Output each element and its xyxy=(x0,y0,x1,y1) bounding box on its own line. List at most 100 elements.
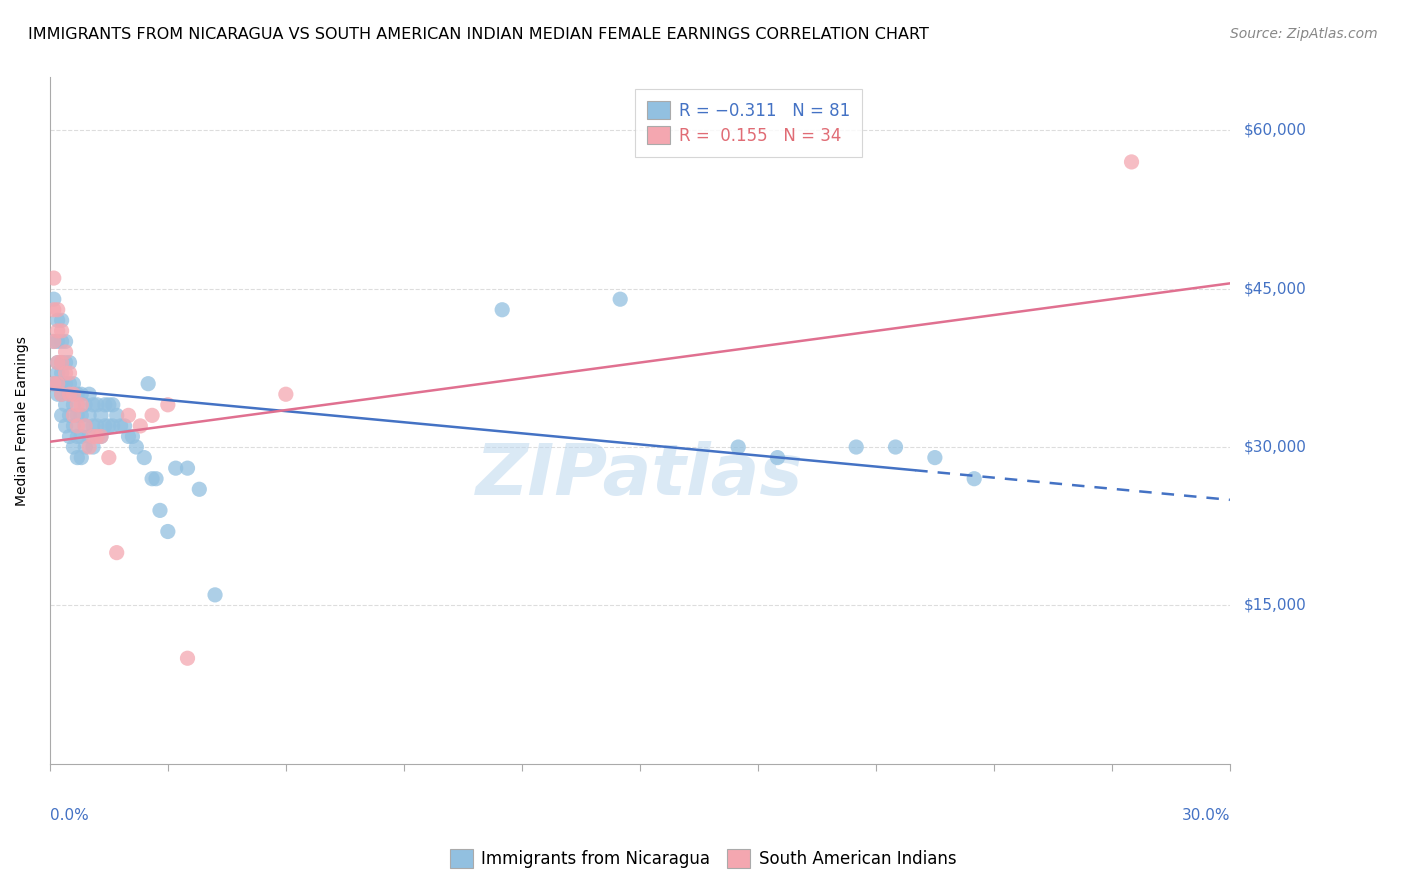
Point xyxy=(62,398,84,412)
Point xyxy=(66,418,89,433)
Point xyxy=(42,376,65,391)
Point xyxy=(90,429,112,443)
Point xyxy=(70,450,93,465)
Point xyxy=(86,398,108,412)
Point xyxy=(62,376,84,391)
Point xyxy=(90,429,112,443)
Point xyxy=(94,418,117,433)
Point xyxy=(97,418,120,433)
Point xyxy=(82,440,104,454)
Point xyxy=(101,398,124,412)
Point xyxy=(86,429,108,443)
Text: 30.0%: 30.0% xyxy=(1181,808,1230,823)
Point xyxy=(55,334,77,349)
Point xyxy=(75,440,97,454)
Text: IMMIGRANTS FROM NICARAGUA VS SOUTH AMERICAN INDIAN MEDIAN FEMALE EARNINGS CORREL: IMMIGRANTS FROM NICARAGUA VS SOUTH AMERI… xyxy=(28,27,929,42)
Point xyxy=(82,429,104,443)
Point xyxy=(204,588,226,602)
Point xyxy=(136,376,159,391)
Point xyxy=(42,376,65,391)
Point xyxy=(114,418,136,433)
Point xyxy=(66,387,89,401)
Point xyxy=(58,376,80,391)
Point xyxy=(845,440,868,454)
Point xyxy=(125,440,148,454)
Point xyxy=(101,418,124,433)
Point xyxy=(51,324,73,338)
Point xyxy=(42,292,65,306)
Point xyxy=(149,503,172,517)
Point xyxy=(58,387,80,401)
Point xyxy=(145,472,167,486)
Point xyxy=(55,398,77,412)
Point xyxy=(51,387,73,401)
Point xyxy=(110,418,132,433)
Point xyxy=(62,409,84,423)
Point xyxy=(727,440,749,454)
Text: ZIPatlas: ZIPatlas xyxy=(477,441,804,510)
Point xyxy=(117,429,139,443)
Point xyxy=(58,355,80,369)
Point xyxy=(165,461,187,475)
Point xyxy=(46,302,69,317)
Point xyxy=(42,334,65,349)
Point xyxy=(77,429,100,443)
Point xyxy=(46,366,69,380)
Text: $45,000: $45,000 xyxy=(1244,281,1306,296)
Point xyxy=(55,418,77,433)
Point xyxy=(51,409,73,423)
Point xyxy=(46,355,69,369)
Point xyxy=(141,409,163,423)
Point xyxy=(70,387,93,401)
Point xyxy=(924,450,946,465)
Point xyxy=(46,376,69,391)
Point xyxy=(46,313,69,327)
Point xyxy=(75,398,97,412)
Point xyxy=(46,324,69,338)
Point xyxy=(51,313,73,327)
Point xyxy=(77,440,100,454)
Point xyxy=(46,355,69,369)
Text: $30,000: $30,000 xyxy=(1244,440,1306,455)
Point xyxy=(129,418,152,433)
Text: $15,000: $15,000 xyxy=(1244,598,1306,613)
Point xyxy=(766,450,789,465)
Y-axis label: Median Female Earnings: Median Female Earnings xyxy=(15,335,30,506)
Text: 0.0%: 0.0% xyxy=(49,808,89,823)
Point xyxy=(51,376,73,391)
Point xyxy=(77,387,100,401)
Point xyxy=(58,429,80,443)
Point xyxy=(176,461,198,475)
Point xyxy=(62,387,84,401)
Point xyxy=(82,398,104,412)
Point xyxy=(66,398,89,412)
Point xyxy=(117,409,139,423)
Point xyxy=(58,387,80,401)
Point xyxy=(55,366,77,380)
Point xyxy=(105,409,128,423)
Point xyxy=(77,409,100,423)
Text: $60,000: $60,000 xyxy=(1244,123,1306,137)
Point xyxy=(491,302,513,317)
Point xyxy=(156,398,179,412)
Point xyxy=(62,440,84,454)
Point xyxy=(90,409,112,423)
Point xyxy=(55,376,77,391)
Point xyxy=(70,409,93,423)
Point xyxy=(66,409,89,423)
Point xyxy=(58,409,80,423)
Point xyxy=(134,450,156,465)
Legend: R = −0.311   N = 81, R =  0.155   N = 34: R = −0.311 N = 81, R = 0.155 N = 34 xyxy=(636,89,862,156)
Point xyxy=(141,472,163,486)
Point xyxy=(66,429,89,443)
Point xyxy=(55,345,77,359)
Point xyxy=(42,271,65,285)
Point xyxy=(1121,155,1143,169)
Point xyxy=(51,366,73,380)
Point xyxy=(70,429,93,443)
Point xyxy=(94,398,117,412)
Point xyxy=(55,355,77,369)
Text: Source: ZipAtlas.com: Source: ZipAtlas.com xyxy=(1230,27,1378,41)
Point xyxy=(82,418,104,433)
Point xyxy=(51,355,73,369)
